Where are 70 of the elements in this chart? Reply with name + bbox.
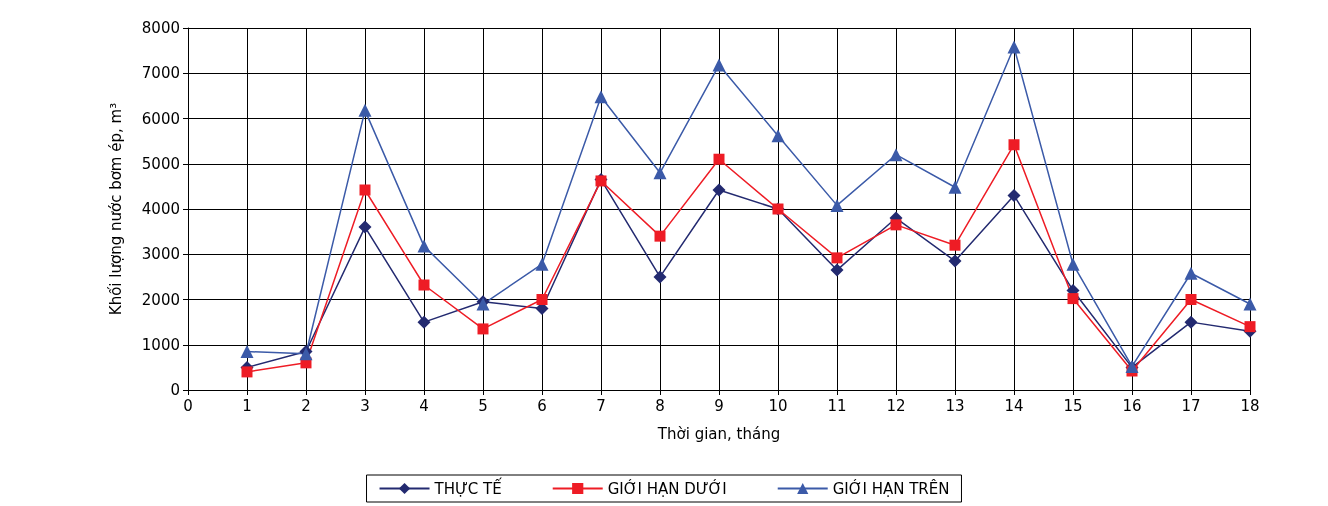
y-tick-label: 2000 [141, 290, 180, 309]
point [1007, 188, 1021, 202]
x-tick-label: 9 [714, 396, 724, 415]
point [889, 148, 903, 162]
point [712, 58, 726, 72]
point [948, 180, 962, 194]
x-tick-label: 15 [1063, 396, 1083, 415]
point [535, 257, 549, 271]
y-tick-label: 6000 [141, 109, 180, 128]
point [948, 254, 962, 268]
point [653, 270, 667, 284]
point [1007, 40, 1021, 54]
x-tick-label: 2 [301, 396, 311, 415]
x-tick-label: 10 [768, 396, 788, 415]
y-axis-title: Khối lượng nước bơm ép, m³ [106, 102, 125, 316]
point [417, 239, 431, 253]
point [1184, 315, 1198, 329]
point [594, 90, 608, 104]
x-tick-label: 6 [537, 396, 547, 415]
point [713, 153, 725, 165]
point [1066, 257, 1080, 271]
point [418, 279, 430, 291]
x-tick-label: 14 [1004, 396, 1024, 415]
y-tick-label: 3000 [141, 245, 180, 264]
x-tick-label: 13 [945, 396, 965, 415]
point [653, 166, 667, 180]
point [771, 129, 785, 143]
point [1067, 293, 1079, 305]
x-tick-label: 16 [1122, 396, 1142, 415]
point [831, 252, 843, 264]
y-tick-label: 7000 [141, 64, 180, 83]
x-tick-label: 12 [886, 396, 906, 415]
x-tick-label: 7 [596, 396, 606, 415]
point [359, 184, 371, 196]
point [477, 323, 489, 335]
point [536, 294, 548, 305]
y-tick-label: 8000 [141, 19, 180, 37]
point [1244, 321, 1256, 333]
y-tick-label: 1000 [141, 335, 180, 354]
point [240, 345, 254, 359]
point [358, 103, 372, 117]
point [241, 366, 253, 378]
x-tick-label: 17 [1181, 396, 1201, 415]
point [830, 198, 844, 212]
point [890, 219, 902, 231]
point [830, 263, 844, 277]
point [1185, 294, 1197, 305]
legend-label: THỰC TẾ [433, 476, 503, 498]
x-tick-label: 5 [478, 396, 488, 415]
x-tick-label: 4 [419, 396, 429, 415]
point [1008, 139, 1020, 151]
point [358, 220, 372, 234]
x-tick-label: 18 [1240, 396, 1260, 415]
legend-label: GIỚI HẠN TRÊN [832, 478, 950, 498]
x-axis-title: Thời gian, tháng [656, 424, 781, 443]
y-tick-label: 4000 [141, 200, 180, 218]
x-tick-label: 8 [655, 396, 665, 415]
point [1243, 297, 1257, 311]
y-tick-label: 5000 [141, 154, 180, 173]
x-tick-label: 1 [242, 396, 252, 415]
x-tick-label: 3 [360, 396, 370, 415]
point [1184, 266, 1198, 280]
legend-label: GIỚI HẠN DƯỚI [607, 478, 727, 498]
point [949, 239, 961, 251]
point [417, 315, 431, 329]
x-tick-label: 11 [827, 396, 847, 415]
point [712, 183, 726, 197]
x-tick-label: 0 [183, 396, 193, 415]
point [654, 230, 666, 242]
y-tick-label: 0 [170, 381, 180, 399]
